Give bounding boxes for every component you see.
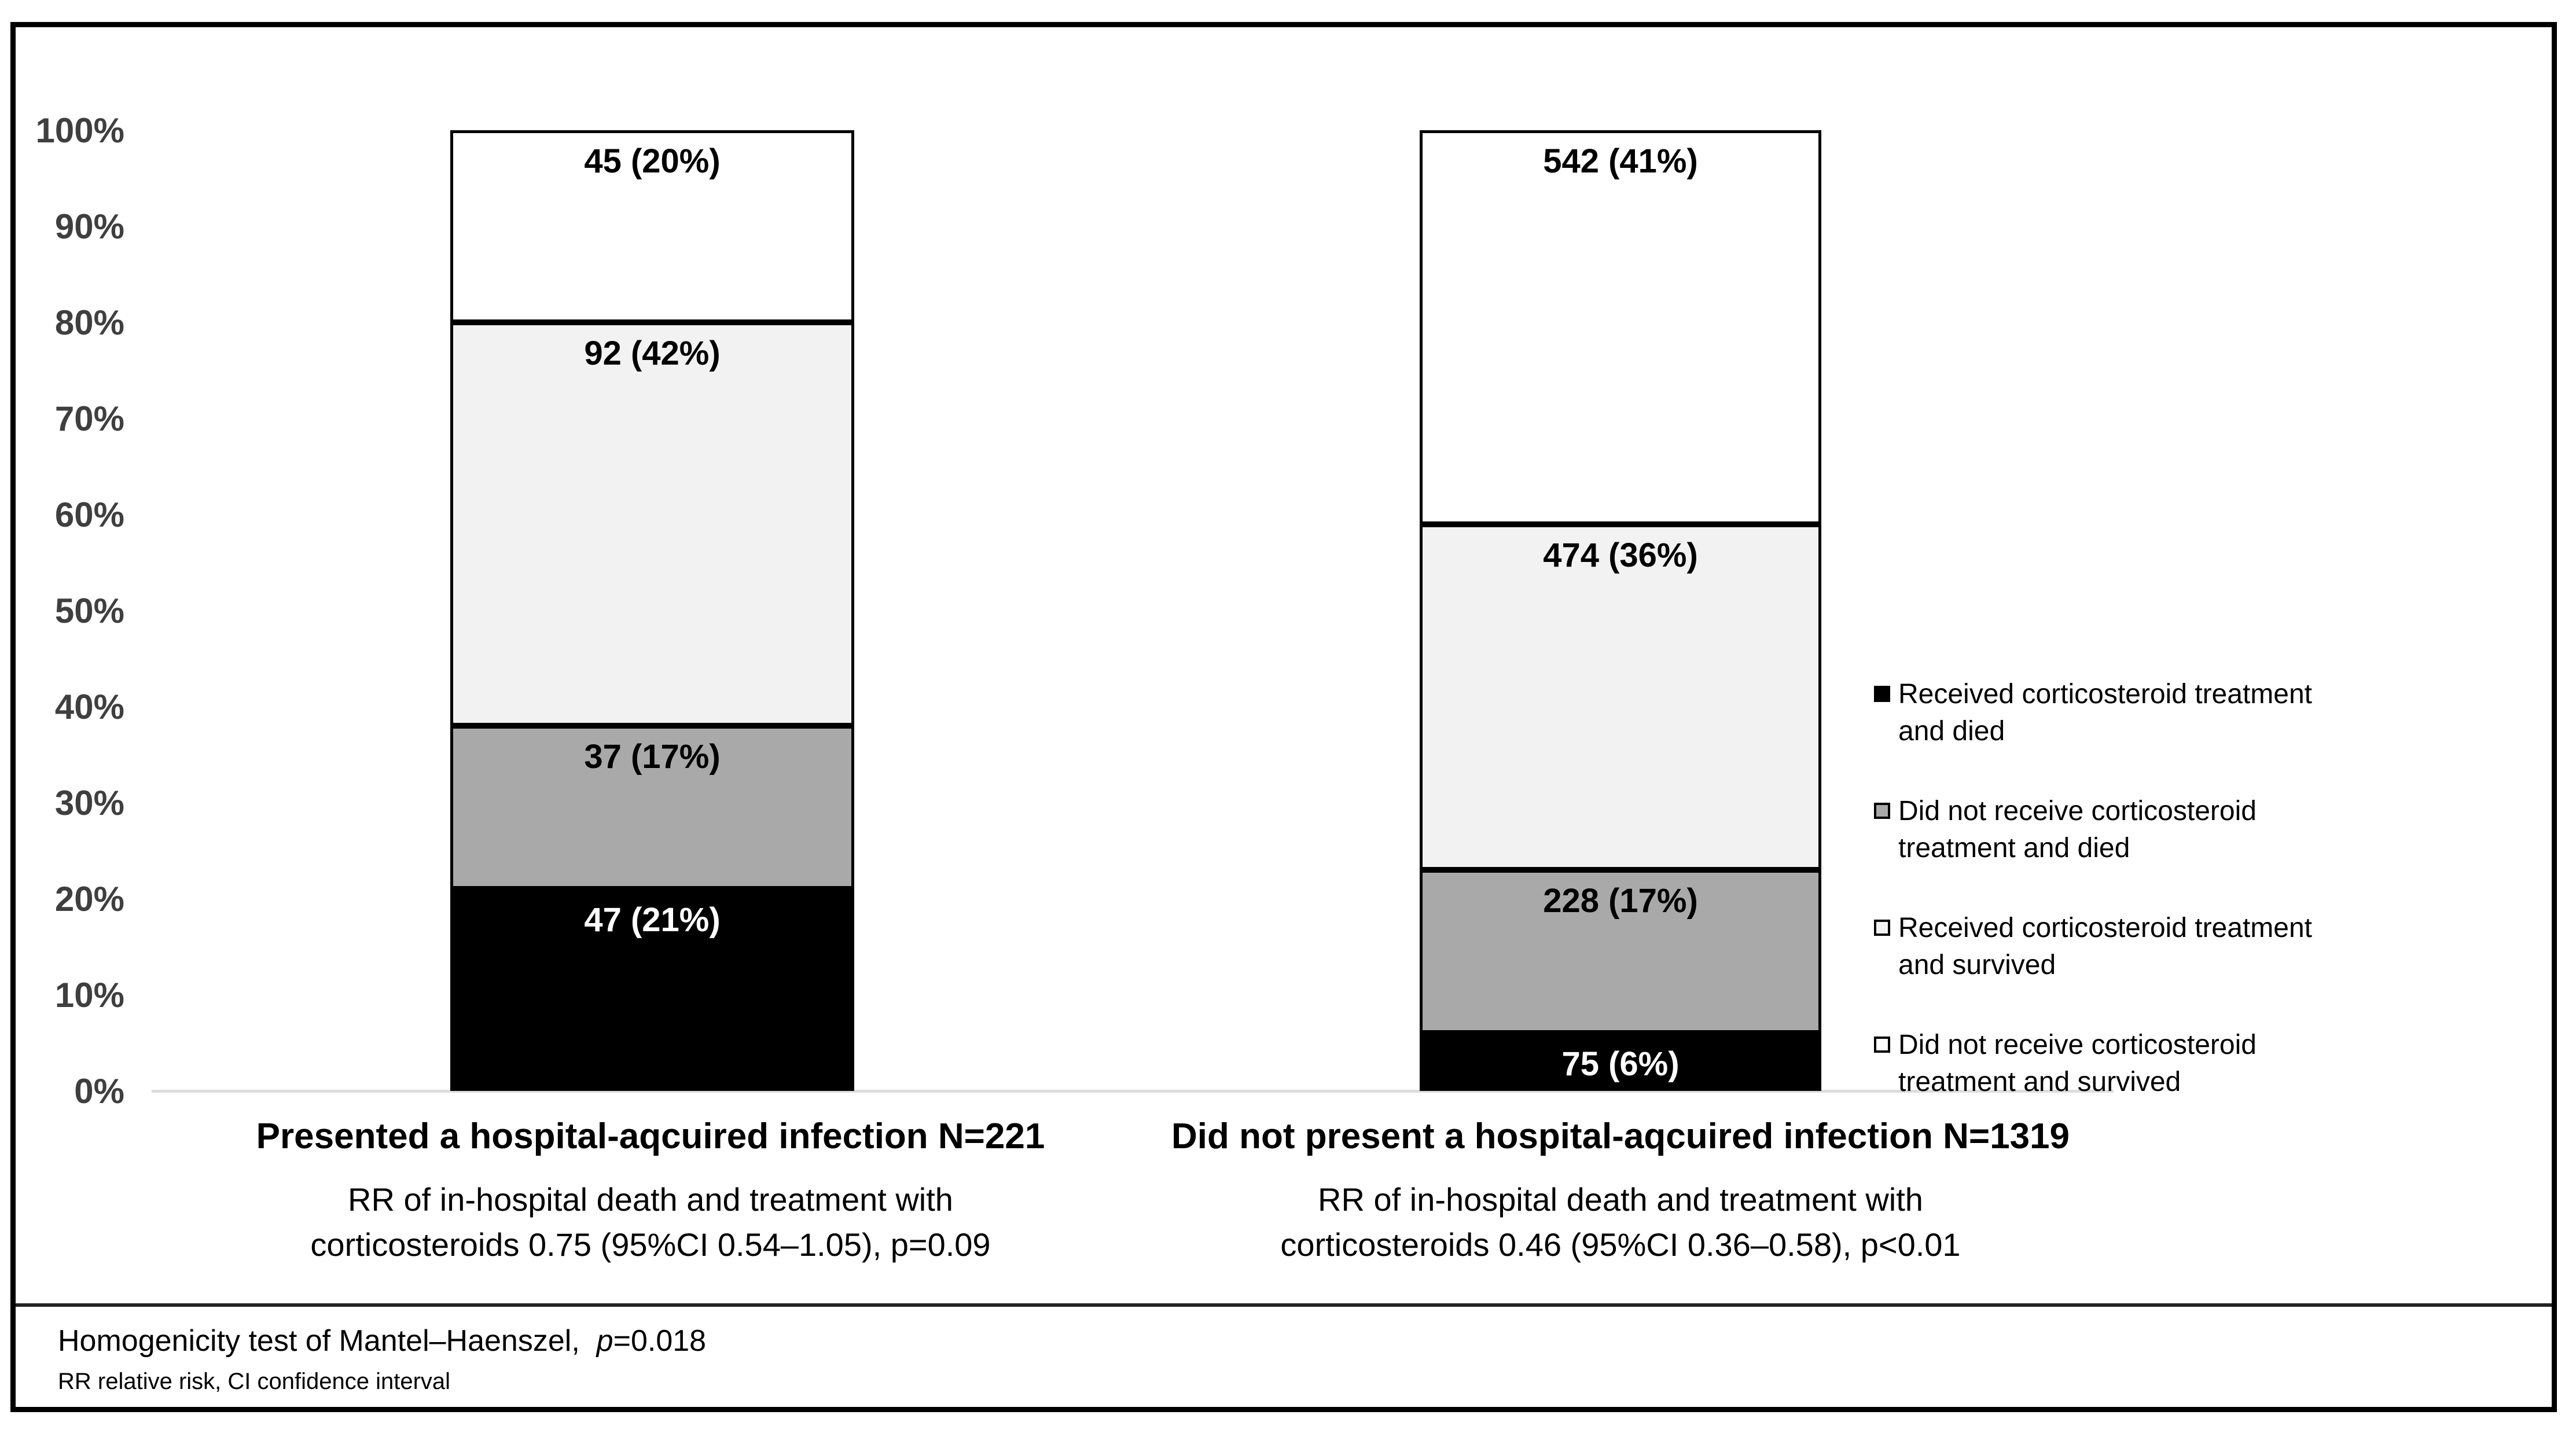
abbreviations-note: RR relative risk, CI confidence interval — [58, 1369, 451, 1394]
x-axis-baseline — [152, 1090, 2114, 1093]
y-tick-90: 90% — [54, 207, 124, 246]
segment-value-label: 92 (42%) — [584, 335, 721, 372]
legend-item-didnot-died: Did not receive corticosteroid treatment… — [1874, 793, 2476, 867]
y-tick-80: 80% — [54, 303, 124, 342]
legend-item-received-died: Received corticosteroid treatment and di… — [1874, 676, 2476, 750]
stacked-bar-infection: 45 (20%) 92 (42%) 37 (17%) 47 (21%) — [450, 130, 854, 1091]
y-tick-10: 10% — [54, 976, 124, 1015]
segment-value-label: 75 (6%) — [1561, 1045, 1680, 1083]
category-label: Presented a hospital-aqcuired infection … — [256, 1116, 1045, 1156]
footnote-block: Homogenicity test of Mantel–Haenszel, p=… — [58, 1323, 706, 1396]
category-label: Did not present a hospital-aqcuired infe… — [1171, 1116, 2070, 1156]
legend-swatch-white — [1874, 1037, 1890, 1053]
y-tick-40: 40% — [54, 688, 124, 726]
stacked-bar-no-infection: 542 (41%) 474 (36%) 228 (17%) 75 (6%) — [1420, 130, 1821, 1091]
segment-value-label: 37 (17%) — [584, 738, 721, 776]
y-tick-20: 20% — [54, 880, 124, 918]
y-tick-30: 30% — [54, 784, 124, 822]
y-tick-50: 50% — [54, 591, 124, 630]
footnote-text: Homogenicity test of Mantel–Haenszel, — [58, 1324, 597, 1358]
legend-swatch-black — [1874, 686, 1890, 702]
bar-segment-didnot-died: 37 (17%) — [450, 726, 854, 890]
y-tick-0: 0% — [74, 1072, 124, 1111]
legend-item-didnot-survived: Did not receive corticosteroid treatment… — [1874, 1027, 2476, 1101]
bar-segment-didnot-survived: 45 (20%) — [450, 130, 854, 322]
homogeneity-test-note: Homogenicity test of Mantel–Haenszel, p=… — [58, 1323, 706, 1359]
legend-label: Received corticosteroid treatment and su… — [1898, 913, 2312, 980]
bar-segment-didnot-survived: 542 (41%) — [1420, 130, 1821, 524]
footnote-value: =0.018 — [613, 1324, 707, 1358]
rr-note: RR of in-hospital death and treatment wi… — [1280, 1181, 1961, 1263]
rr-note: RR of in-hospital death and treatment wi… — [310, 1181, 991, 1263]
legend-label: Did not receive corticosteroid treatment… — [1898, 796, 2257, 863]
y-tick-60: 60% — [54, 495, 124, 534]
bar-segment-received-died: 47 (21%) — [450, 889, 854, 1091]
y-tick-100: 100% — [35, 111, 124, 150]
footnote-divider — [16, 1303, 2552, 1307]
category-block-no-infection: Did not present a hospital-aqcuired infe… — [1157, 1116, 2083, 1267]
segment-value-label: 474 (36%) — [1543, 536, 1698, 574]
segment-value-label: 228 (17%) — [1543, 882, 1698, 920]
segment-value-label: 542 (41%) — [1543, 142, 1698, 180]
y-tick-70: 70% — [54, 399, 124, 438]
bar-segment-didnot-died: 228 (17%) — [1420, 870, 1821, 1034]
p-symbol: p — [596, 1324, 613, 1358]
bar-segment-received-survived: 474 (36%) — [1420, 524, 1821, 870]
legend-item-received-survived: Received corticosteroid treatment and su… — [1874, 910, 2476, 984]
legend: Received corticosteroid treatment and di… — [1874, 676, 2476, 1144]
legend-label: Did not receive corticosteroid treatment… — [1898, 1030, 2257, 1097]
segment-value-label: 47 (21%) — [584, 901, 721, 939]
legend-label: Received corticosteroid treatment and di… — [1898, 679, 2312, 747]
figure-frame — [10, 22, 2557, 1412]
legend-swatch-light-gray — [1874, 920, 1890, 936]
category-block-infection: Presented a hospital-aqcuired infection … — [188, 1116, 1114, 1267]
segment-value-label: 45 (20%) — [584, 142, 721, 180]
bar-segment-received-survived: 92 (42%) — [450, 322, 854, 726]
legend-swatch-gray — [1874, 803, 1890, 819]
bar-segment-received-died: 75 (6%) — [1420, 1033, 1821, 1091]
